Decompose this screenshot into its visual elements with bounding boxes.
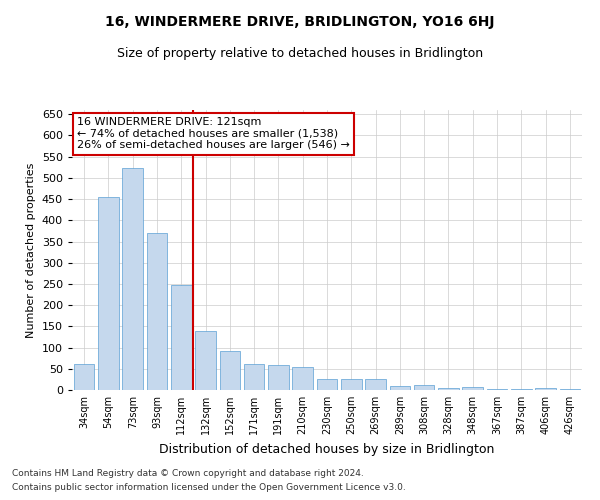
Text: Contains public sector information licensed under the Open Government Licence v3: Contains public sector information licen… — [12, 484, 406, 492]
Text: 16 WINDERMERE DRIVE: 121sqm
← 74% of detached houses are smaller (1,538)
26% of : 16 WINDERMERE DRIVE: 121sqm ← 74% of det… — [77, 117, 350, 150]
Bar — [341, 380, 362, 390]
Bar — [98, 197, 119, 390]
Text: 16, WINDERMERE DRIVE, BRIDLINGTON, YO16 6HJ: 16, WINDERMERE DRIVE, BRIDLINGTON, YO16 … — [105, 15, 495, 29]
Bar — [463, 386, 483, 390]
Text: Contains HM Land Registry data © Crown copyright and database right 2024.: Contains HM Land Registry data © Crown c… — [12, 468, 364, 477]
Bar — [438, 388, 459, 390]
Bar — [560, 388, 580, 390]
Bar — [292, 366, 313, 390]
X-axis label: Distribution of detached houses by size in Bridlington: Distribution of detached houses by size … — [160, 442, 494, 456]
Bar — [244, 364, 265, 390]
Bar — [365, 380, 386, 390]
Text: Size of property relative to detached houses in Bridlington: Size of property relative to detached ho… — [117, 48, 483, 60]
Bar — [535, 388, 556, 390]
Bar — [389, 386, 410, 390]
Bar — [268, 366, 289, 390]
Bar — [195, 332, 216, 390]
Bar — [220, 350, 240, 390]
Bar — [74, 364, 94, 390]
Bar — [511, 389, 532, 390]
Bar — [317, 380, 337, 390]
Bar — [487, 388, 508, 390]
Bar — [414, 385, 434, 390]
Bar — [171, 285, 191, 390]
Y-axis label: Number of detached properties: Number of detached properties — [26, 162, 36, 338]
Bar — [146, 233, 167, 390]
Bar — [122, 168, 143, 390]
